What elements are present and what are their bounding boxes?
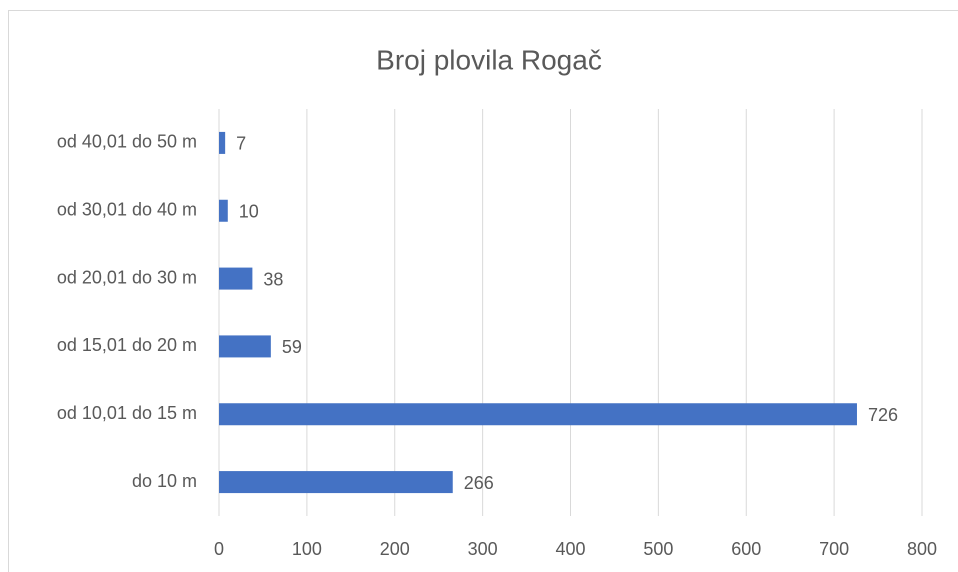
y-tick-label: od 15,01 do 20 m xyxy=(57,335,197,355)
y-tick-label: od 10,01 do 15 m xyxy=(57,403,197,423)
chart-title: Broj plovila Rogač xyxy=(376,44,602,75)
data-label: 59 xyxy=(282,337,302,357)
y-tick-label: od 20,01 do 30 m xyxy=(57,267,197,287)
chart-frame xyxy=(8,10,958,572)
data-label: 726 xyxy=(868,405,898,425)
data-label: 38 xyxy=(263,269,283,289)
x-tick-label: 200 xyxy=(380,539,410,559)
bar xyxy=(219,267,253,290)
x-tick-label: 0 xyxy=(214,539,224,559)
bar xyxy=(219,199,228,222)
x-tick-label: 800 xyxy=(907,539,937,559)
x-tick-label: 400 xyxy=(555,539,585,559)
data-label: 266 xyxy=(464,473,494,493)
x-tick-label: 500 xyxy=(643,539,673,559)
data-label: 7 xyxy=(236,134,246,154)
x-tick-label: 700 xyxy=(819,539,849,559)
x-tick-label: 600 xyxy=(731,539,761,559)
x-tick-label: 100 xyxy=(292,539,322,559)
y-tick-label: od 40,01 do 50 m xyxy=(57,132,197,152)
bar xyxy=(219,335,271,358)
bar xyxy=(219,403,857,426)
y-tick-label: do 10 m xyxy=(132,471,197,491)
bar xyxy=(219,131,226,154)
x-tick-label: 300 xyxy=(468,539,498,559)
bar xyxy=(219,471,453,494)
data-label: 10 xyxy=(239,202,259,222)
y-tick-label: od 30,01 do 40 m xyxy=(57,200,197,220)
